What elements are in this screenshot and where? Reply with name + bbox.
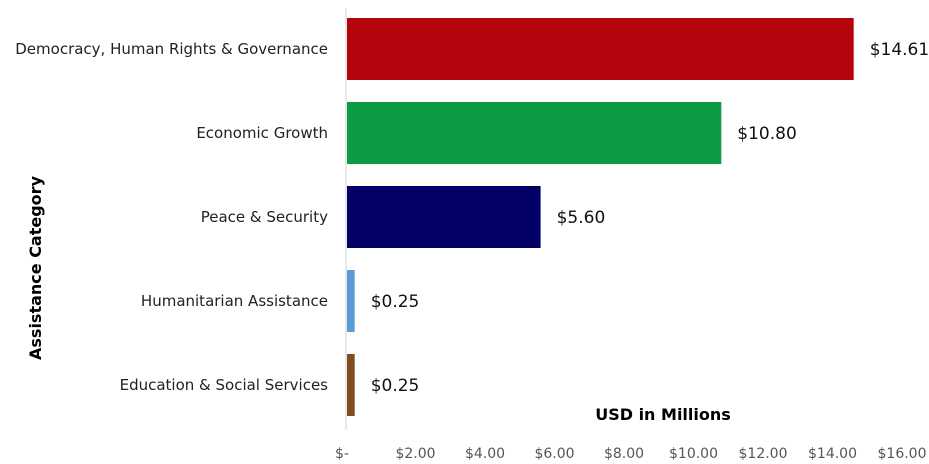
- x-tick-labels: $- $2.00 $4.00 $6.00 $8.00 $10.00 $12.00 $14.00…: [335, 446, 926, 462]
- x-axis-title: USD in Millions: [595, 405, 731, 424]
- x-tick-label: $2.00: [395, 446, 435, 462]
- bar: [347, 186, 541, 248]
- category-label: Democracy, Human Rights & Governance: [15, 40, 328, 58]
- bar: [347, 18, 854, 80]
- x-tick-label: $4.00: [465, 446, 505, 462]
- bars-group: [347, 18, 854, 416]
- x-tick-label: $16.00: [878, 446, 927, 462]
- category-label: Peace & Security: [201, 208, 328, 226]
- x-tick-label: $12.00: [739, 446, 788, 462]
- x-tick-label: $6.00: [534, 446, 574, 462]
- category-label: Humanitarian Assistance: [141, 292, 328, 310]
- x-tick-label: $8.00: [604, 446, 644, 462]
- data-label: $14.61: [870, 40, 929, 60]
- y-axis-title: Assistance Category: [26, 175, 45, 360]
- data-label: $5.60: [557, 208, 606, 228]
- data-labels: $14.61 $10.80 $5.60 $0.25 $0.25: [371, 40, 929, 396]
- bar: [347, 354, 355, 416]
- x-tick-label: $-: [335, 446, 349, 462]
- category-labels: Democracy, Human Rights & Governance Econ…: [15, 40, 328, 394]
- x-tick-label: $14.00: [808, 446, 857, 462]
- data-label: $0.25: [371, 292, 420, 312]
- bar: [347, 270, 355, 332]
- data-label: $0.25: [371, 376, 420, 396]
- category-label: Economic Growth: [196, 124, 328, 142]
- x-tick-label: $10.00: [669, 446, 718, 462]
- category-label: Education & Social Services: [120, 376, 329, 394]
- data-label: $10.80: [737, 124, 796, 144]
- bar: [347, 102, 722, 164]
